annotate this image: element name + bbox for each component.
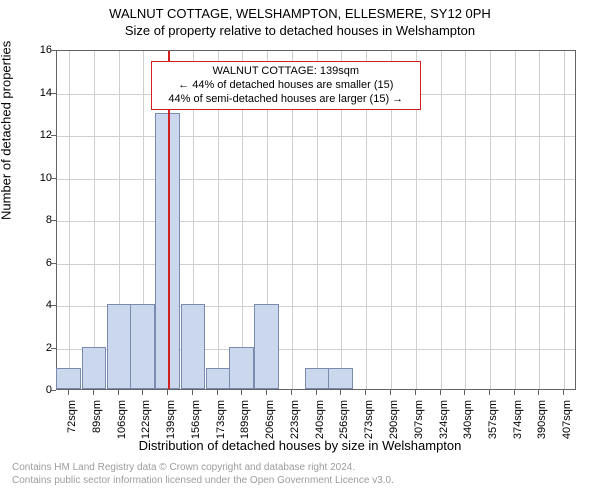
x-tick-label: 223sqm (289, 400, 301, 439)
x-tick-mark (415, 390, 416, 395)
gridline-h (57, 136, 575, 137)
x-tick-mark (538, 390, 539, 395)
histogram-bar (305, 368, 330, 389)
x-tick-mark (340, 390, 341, 395)
gridline-v (69, 51, 70, 389)
y-tick-mark (51, 305, 56, 306)
y-tick-mark (51, 263, 56, 264)
x-axis-label: Distribution of detached houses by size … (0, 438, 600, 453)
footer-line2: Contains public sector information licen… (12, 475, 394, 488)
gridline-v (539, 51, 540, 389)
x-tick-label: 89sqm (91, 400, 103, 433)
x-tick-mark (142, 390, 143, 395)
x-tick-mark (440, 390, 441, 395)
x-tick-label: 189sqm (239, 400, 251, 439)
x-tick-label: 122sqm (140, 400, 152, 439)
histogram-bar (56, 368, 81, 389)
histogram-bar (107, 304, 132, 389)
y-tick-mark (51, 50, 56, 51)
y-axis-label: Number of detached properties (0, 41, 14, 220)
x-tick-mark (68, 390, 69, 395)
histogram-bar (181, 304, 206, 389)
x-tick-mark (563, 390, 564, 395)
x-tick-label: 156sqm (190, 400, 202, 439)
y-tick-label: 2 (22, 342, 52, 354)
gridline-v (515, 51, 516, 389)
x-tick-label: 324sqm (438, 400, 450, 439)
y-tick-mark (51, 220, 56, 221)
x-tick-mark (291, 390, 292, 395)
x-tick-mark (316, 390, 317, 395)
histogram-bar (328, 368, 353, 389)
x-tick-mark (93, 390, 94, 395)
y-tick-mark (51, 390, 56, 391)
x-tick-mark (365, 390, 366, 395)
histogram-bar (130, 304, 155, 389)
x-tick-label: 390sqm (536, 400, 548, 439)
annotation-line: 44% of semi-detached houses are larger (… (158, 93, 414, 107)
y-tick-label: 4 (22, 299, 52, 311)
x-tick-mark (118, 390, 119, 395)
x-tick-label: 173sqm (215, 400, 227, 439)
x-tick-label: 240sqm (314, 400, 326, 439)
footer-attribution: Contains HM Land Registry data © Crown c… (12, 462, 394, 487)
gridline-h (57, 179, 575, 180)
x-tick-label: 374sqm (512, 400, 524, 439)
y-tick-mark (51, 93, 56, 94)
y-tick-label: 16 (22, 44, 52, 56)
x-tick-label: 106sqm (116, 400, 128, 439)
annotation-line: ← 44% of detached houses are smaller (15… (158, 79, 414, 93)
annotation-box: WALNUT COTTAGE: 139sqm← 44% of detached … (151, 61, 421, 110)
x-tick-mark (489, 390, 490, 395)
y-tick-mark (51, 178, 56, 179)
x-tick-label: 139sqm (165, 400, 177, 439)
histogram-bar (254, 304, 279, 389)
x-tick-mark (192, 390, 193, 395)
x-tick-mark (514, 390, 515, 395)
x-tick-mark (266, 390, 267, 395)
y-tick-label: 8 (22, 214, 52, 226)
y-tick-label: 14 (22, 87, 52, 99)
y-tick-label: 6 (22, 257, 52, 269)
y-tick-mark (51, 348, 56, 349)
x-tick-label: 340sqm (462, 400, 474, 439)
x-tick-mark (217, 390, 218, 395)
chart-title-sub: Size of property relative to detached ho… (0, 21, 600, 38)
x-tick-mark (464, 390, 465, 395)
histogram-bar (82, 347, 107, 390)
y-tick-mark (51, 135, 56, 136)
plot-area: WALNUT COTTAGE: 139sqm← 44% of detached … (56, 50, 576, 390)
x-tick-label: 256sqm (338, 400, 350, 439)
x-tick-mark (167, 390, 168, 395)
gridline-v (94, 51, 95, 389)
gridline-h (57, 221, 575, 222)
footer-line1: Contains HM Land Registry data © Crown c… (12, 462, 394, 475)
histogram-bar (229, 347, 254, 390)
y-tick-label: 0 (22, 384, 52, 396)
histogram-bar (206, 368, 231, 389)
x-tick-label: 273sqm (363, 400, 375, 439)
x-tick-mark (390, 390, 391, 395)
x-tick-label: 307sqm (413, 400, 425, 439)
x-tick-label: 407sqm (561, 400, 573, 439)
x-tick-mark (241, 390, 242, 395)
y-tick-label: 12 (22, 129, 52, 141)
gridline-v (490, 51, 491, 389)
annotation-line: WALNUT COTTAGE: 139sqm (158, 65, 414, 79)
x-tick-label: 72sqm (66, 400, 78, 433)
chart-title-main: WALNUT COTTAGE, WELSHAMPTON, ELLESMERE, … (0, 0, 600, 21)
gridline-v (564, 51, 565, 389)
gridline-v (465, 51, 466, 389)
x-tick-label: 206sqm (264, 400, 276, 439)
gridline-v (441, 51, 442, 389)
x-tick-label: 357sqm (487, 400, 499, 439)
x-tick-label: 290sqm (388, 400, 400, 439)
chart-container: WALNUT COTTAGE, WELSHAMPTON, ELLESMERE, … (0, 0, 600, 500)
y-tick-label: 10 (22, 172, 52, 184)
gridline-h (57, 264, 575, 265)
